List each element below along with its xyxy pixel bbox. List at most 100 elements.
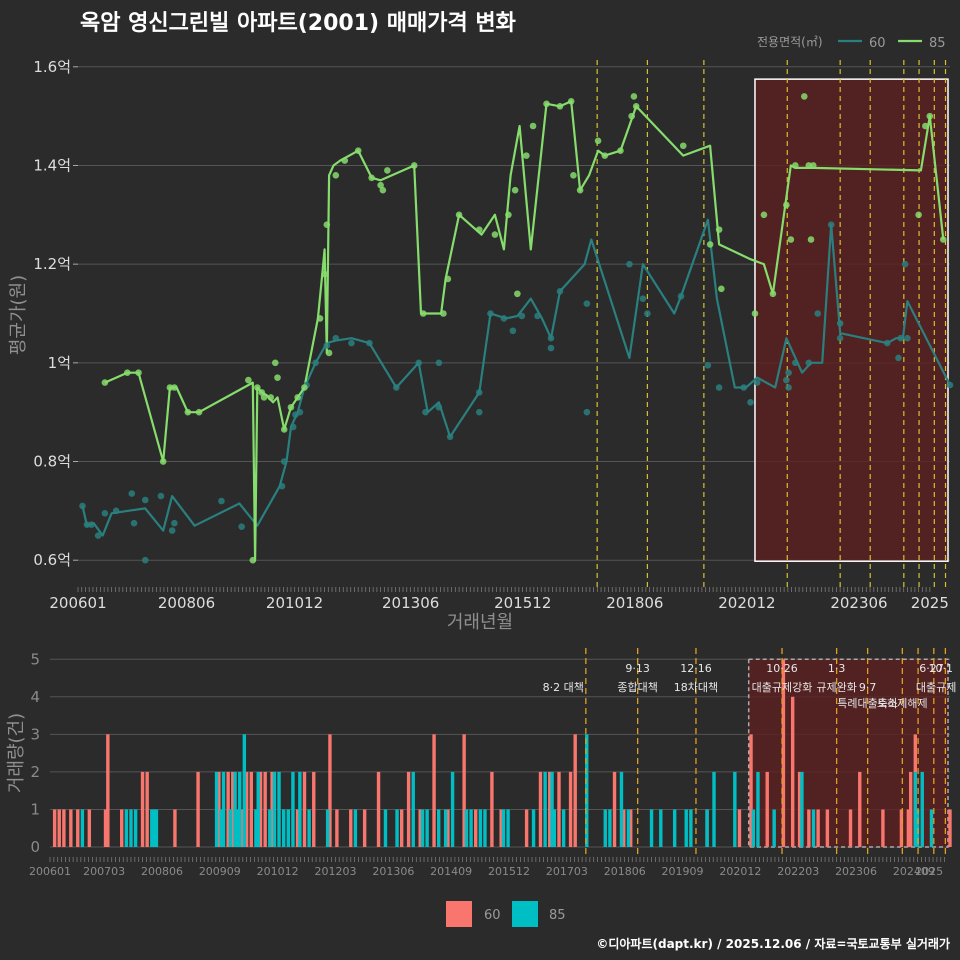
data-point-85 [332, 172, 340, 179]
policy-label: 토허제해제 [877, 696, 928, 710]
bottom-x-tick-label: 202306 [835, 865, 877, 878]
data-point-60 [168, 527, 176, 534]
bar-60 [312, 771, 316, 847]
data-point-85 [556, 102, 564, 110]
bar-85 [238, 771, 242, 847]
data-point-60 [487, 310, 494, 317]
bar-85 [756, 771, 760, 847]
top-y-tick-label: 0.8억 [33, 453, 71, 471]
bottom-y-axis-title: 거래량(건) [6, 713, 27, 793]
bar-60 [524, 809, 529, 847]
bar-60 [103, 809, 108, 847]
data-point-85 [379, 186, 387, 194]
data-point-60 [171, 519, 178, 527]
bar-85 [291, 771, 295, 847]
legend-label-85: 85 [929, 36, 946, 51]
bar-60 [490, 771, 494, 847]
bar-60 [797, 771, 802, 847]
data-point-60 [278, 482, 286, 490]
top-x-tick-label: 202012 [718, 594, 775, 612]
data-point-60 [475, 389, 483, 396]
bar-85 [672, 809, 677, 847]
bottom-y-tick-label: 2 [30, 763, 40, 781]
bar-60 [145, 771, 149, 847]
bar-60 [737, 809, 742, 847]
bar-85 [272, 771, 277, 847]
data-point-60 [312, 359, 319, 367]
bar-85 [268, 809, 272, 847]
bar-60 [240, 809, 244, 847]
bar-60 [474, 809, 478, 847]
bar-85 [464, 809, 469, 847]
chart-title: 옥암 영신그린빌 아파트(2001) 매매가격 변화 [80, 11, 516, 36]
bottom-x-tick-label: 201703 [546, 865, 588, 878]
bar-60 [573, 734, 577, 847]
bar-85 [124, 809, 129, 847]
data-point-60 [677, 292, 685, 300]
data-point-85 [341, 157, 349, 164]
bar-85 [425, 809, 429, 847]
bar-85 [608, 809, 612, 847]
data-point-85 [124, 369, 131, 377]
policy-label: 종합대책 [617, 681, 657, 694]
data-point-60 [792, 359, 799, 367]
data-point-85 [505, 211, 512, 219]
bar-60 [825, 809, 830, 847]
data-point-85 [706, 241, 714, 248]
top-x-tick-label: 201512 [494, 594, 551, 612]
bar-60 [106, 734, 110, 847]
bottom-x-tick-label: 201512 [488, 865, 530, 878]
data-point-60 [704, 362, 712, 369]
data-point-60 [547, 344, 555, 352]
top-x-tick-label: 200601 [49, 594, 106, 612]
bottom-bars [52, 659, 952, 847]
bottom-x-tick-label: 201409 [430, 865, 472, 878]
data-point-60 [583, 408, 591, 416]
data-point-60 [827, 221, 835, 228]
bar-85 [913, 771, 917, 847]
bar-60 [446, 809, 450, 847]
data-point-85 [792, 162, 799, 169]
top-y-tick-label: 1.4억 [33, 156, 71, 174]
bar-60 [749, 734, 753, 847]
bar-85 [603, 809, 607, 847]
bar-60 [349, 809, 353, 847]
data-point-60 [88, 521, 95, 528]
bar-60 [612, 771, 617, 847]
data-point-85 [260, 394, 268, 401]
bar-60 [848, 809, 853, 847]
data-point-60 [626, 260, 633, 268]
bar-85 [689, 809, 693, 847]
bar-60 [908, 771, 913, 847]
bar-60 [87, 809, 92, 847]
data-point-60 [534, 312, 541, 320]
bar-85 [705, 809, 709, 847]
policy-label: 대출규제강화 [752, 681, 813, 694]
bottom-x-tick-label: 201203 [315, 865, 357, 878]
data-point-85 [384, 167, 391, 174]
bar-85 [154, 809, 159, 847]
bar-60 [295, 809, 300, 847]
data-point-85 [271, 359, 279, 367]
bar-85 [221, 771, 226, 847]
bar-85 [254, 809, 258, 847]
bar-60 [765, 771, 769, 847]
bar-60 [906, 809, 911, 847]
data-point-85 [567, 98, 575, 105]
data-point-85 [543, 100, 550, 108]
bottom-x-tick-label: 202203 [777, 865, 819, 878]
data-point-60 [883, 339, 891, 347]
bottom-y-tick-label: 3 [30, 725, 40, 743]
bar-60 [226, 771, 230, 847]
data-point-85 [321, 270, 328, 278]
data-point-60 [79, 502, 86, 510]
bar-85 [626, 809, 631, 847]
data-point-85 [354, 147, 362, 154]
data-point-85 [922, 122, 929, 130]
bar-60 [568, 771, 573, 847]
bottom-x-ticks: 200601 200703 200806 200909 201012 201203 2013… [29, 857, 946, 878]
bottom-x-tick-label: 201806 [604, 865, 646, 878]
data-point-85 [267, 394, 275, 401]
bar-85 [228, 809, 233, 847]
top-y-ticks: 0.6억 0.8억 1억 1.2억 1.4억 1.6억 [33, 58, 78, 569]
